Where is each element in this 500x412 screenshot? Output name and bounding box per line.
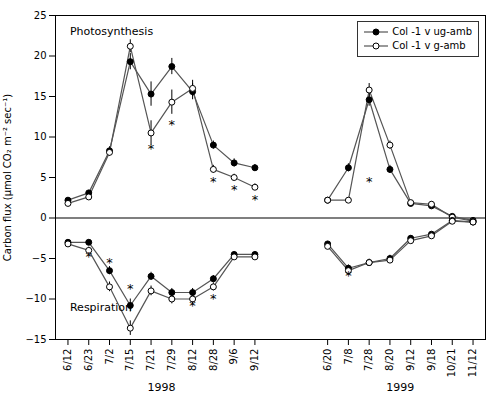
svg-text:9/12: 9/12: [249, 349, 260, 371]
svg-text:*: *: [345, 268, 352, 283]
html-text:Col -1 v ug-amb: Col -1 v ug-amb: [392, 26, 472, 37]
svg-text:−5: −5: [32, 253, 47, 264]
svg-text:*: *: [189, 298, 196, 313]
svg-text:0: 0: [40, 212, 46, 223]
svg-text:8/28: 8/28: [208, 349, 219, 371]
svg-text:20: 20: [34, 50, 47, 61]
svg-text:*: *: [169, 117, 176, 132]
svg-text:Photosynthesis: Photosynthesis: [70, 25, 153, 38]
svg-text:*: *: [127, 281, 134, 296]
svg-text:8/12: 8/12: [187, 349, 198, 371]
html-text:Col -1 v g-amb: Col -1 v g-amb: [392, 40, 466, 51]
svg-text:7/29: 7/29: [166, 349, 177, 371]
svg-text:*: *: [231, 182, 238, 197]
svg-text:*: *: [106, 255, 113, 270]
svg-text:7/21: 7/21: [145, 349, 156, 371]
svg-text:6/12: 6/12: [62, 349, 73, 371]
svg-text:Respiration: Respiration: [70, 301, 132, 314]
svg-text:5: 5: [40, 172, 46, 183]
svg-text:7/8: 7/8: [343, 349, 354, 365]
svg-text:*: *: [210, 291, 217, 306]
svg-text:6/20: 6/20: [322, 349, 333, 371]
svg-text:15: 15: [34, 91, 47, 102]
svg-text:11/12: 11/12: [467, 349, 478, 378]
svg-text:6/23: 6/23: [83, 349, 94, 371]
svg-text:9/12: 9/12: [405, 349, 416, 371]
svg-text:10: 10: [34, 131, 47, 142]
svg-text:*: *: [148, 141, 155, 156]
svg-text:7/15: 7/15: [124, 349, 135, 371]
svg-text:9/6: 9/6: [228, 349, 239, 365]
svg-text:1998: 1998: [147, 381, 175, 394]
svg-text:*: *: [210, 174, 217, 189]
svg-text:*: *: [366, 174, 373, 189]
svg-text:Carbon flux (μmol CO₂ m⁻² sec⁻: Carbon flux (μmol CO₂ m⁻² sec⁻¹): [2, 94, 13, 261]
svg-text:7/2: 7/2: [104, 349, 115, 365]
svg-text:8/20: 8/20: [384, 349, 395, 371]
svg-text:9/18: 9/18: [426, 349, 437, 371]
svg-text:−15: −15: [25, 334, 46, 345]
svg-text:*: *: [252, 192, 259, 207]
svg-text:7/28: 7/28: [363, 349, 374, 371]
svg-text:25: 25: [34, 10, 47, 21]
svg-text:−10: −10: [25, 293, 46, 304]
svg-text:10/21: 10/21: [446, 349, 457, 378]
svg-text:1999: 1999: [386, 381, 414, 394]
svg-text:*: *: [85, 249, 92, 264]
